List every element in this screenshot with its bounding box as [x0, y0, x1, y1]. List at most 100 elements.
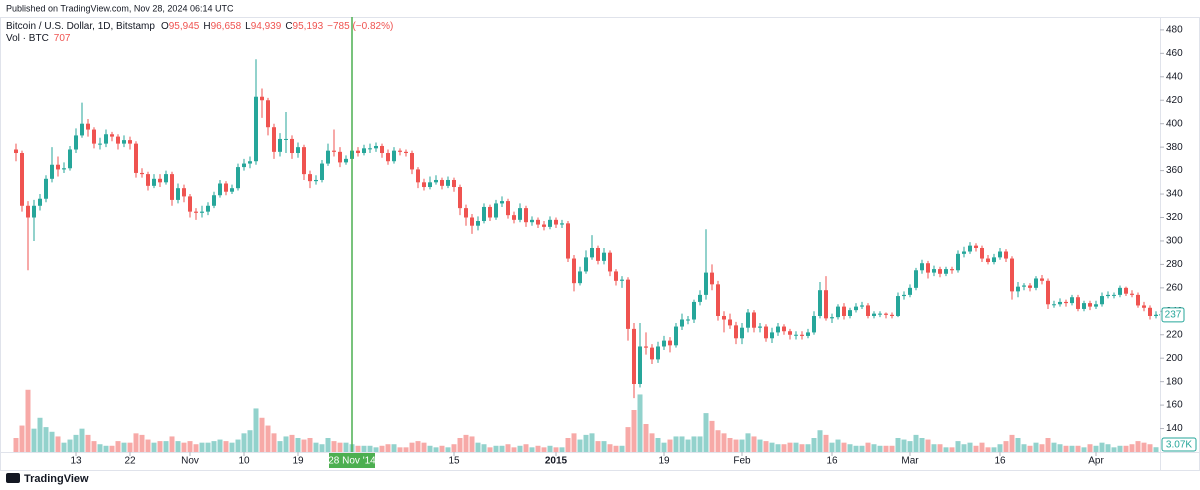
legend-key: L [245, 21, 251, 32]
candle-body [230, 188, 234, 192]
candle-body [764, 326, 768, 339]
candle-body [308, 174, 312, 182]
volume-bar [421, 442, 427, 452]
x-tick-label: 19 [658, 456, 670, 467]
candle-body [866, 305, 870, 316]
candle-body [692, 301, 696, 320]
candle-body [74, 135, 78, 150]
candle-body [776, 326, 780, 333]
candle-body [950, 269, 954, 271]
volume-bar [979, 442, 985, 452]
candle-body [128, 140, 132, 144]
candle-body [740, 327, 744, 339]
candle-body [416, 169, 420, 183]
candle-body [284, 138, 288, 140]
volume-bar [595, 441, 601, 452]
candle-body [536, 219, 540, 225]
candle-body [758, 326, 762, 328]
volume-bar [997, 444, 1003, 452]
volume-bar [403, 447, 409, 452]
y-tick-label: 200 [1166, 353, 1183, 364]
candle-body [746, 312, 750, 328]
volume-bar [823, 434, 829, 452]
volume-bar [115, 441, 121, 452]
volume-bar [397, 447, 403, 452]
candle-body [734, 325, 738, 339]
candle-body [14, 149, 18, 154]
candle-body [356, 150, 360, 154]
candle-body [722, 315, 726, 320]
volume-bar [241, 433, 247, 452]
volume-bar [523, 444, 529, 452]
candle-body [200, 211, 204, 213]
candle-body [812, 315, 816, 333]
volume-bar [757, 439, 763, 452]
volume-bar [367, 445, 373, 452]
volume-bar [1153, 447, 1159, 452]
x-tick-label: Mar [901, 456, 919, 467]
candle-body [1154, 314, 1158, 316]
x-tick-label: 16 [994, 456, 1006, 467]
volume-bar [169, 436, 175, 452]
candle-body [1088, 303, 1092, 307]
volume-bar [565, 438, 571, 452]
volume-bar [1117, 445, 1123, 452]
volume-bar [139, 434, 145, 452]
brand-name: TradingView [24, 473, 89, 485]
candle-body [194, 211, 198, 213]
volume-bar [577, 439, 583, 452]
candle-body [410, 153, 414, 170]
candle-body [506, 201, 510, 216]
candle-body [1136, 294, 1140, 306]
y-tick-label: 400 [1166, 118, 1183, 129]
volume-bar [1087, 444, 1093, 452]
candle-body [68, 149, 72, 169]
volume-bar [79, 428, 85, 452]
volume-bar [829, 442, 835, 452]
y-tick-label: 140 [1166, 423, 1183, 434]
legend-key: H [203, 21, 210, 32]
volume-bar [625, 427, 631, 452]
volume-bar [103, 445, 109, 452]
volume-bar [739, 439, 745, 452]
volume-bar [355, 445, 361, 452]
volume-bar [583, 434, 589, 452]
candle-body [386, 153, 390, 162]
candle-body [320, 163, 324, 180]
volume-bar [463, 434, 469, 452]
y-tick-label: 360 [1166, 165, 1183, 176]
candle-body [1004, 251, 1008, 259]
y-tick-label: 440 [1166, 71, 1183, 82]
volume-bar [199, 442, 205, 452]
candle-body [884, 313, 888, 315]
volume-bar [721, 433, 727, 452]
volume-bar [331, 441, 337, 452]
candle-body [80, 123, 84, 136]
candle-body [800, 334, 804, 336]
volume-bar [895, 438, 901, 452]
candle-body [818, 290, 822, 316]
candle-body [92, 129, 96, 144]
candle-body [182, 188, 186, 197]
candle-body [176, 188, 180, 200]
candle-body [788, 331, 792, 335]
volume-bar [313, 442, 319, 452]
candle-body [632, 328, 636, 384]
volume-bar [853, 445, 859, 452]
y-tick-label: 160 [1166, 400, 1183, 411]
volume-bar [907, 441, 913, 452]
volume-bar [709, 420, 715, 452]
candle-body [86, 123, 90, 130]
candle-body [218, 183, 222, 196]
volume-bar [295, 438, 301, 452]
volume-bar [379, 445, 385, 452]
candle-body [584, 257, 588, 272]
candle-body [608, 252, 612, 272]
volume-bar [433, 447, 439, 452]
volume-bar [775, 444, 781, 452]
y-tick-label: 420 [1166, 95, 1183, 106]
volume-bar [271, 433, 277, 452]
volume-bar [679, 436, 685, 452]
volume-bar [781, 444, 787, 452]
volume-bar [919, 438, 925, 452]
